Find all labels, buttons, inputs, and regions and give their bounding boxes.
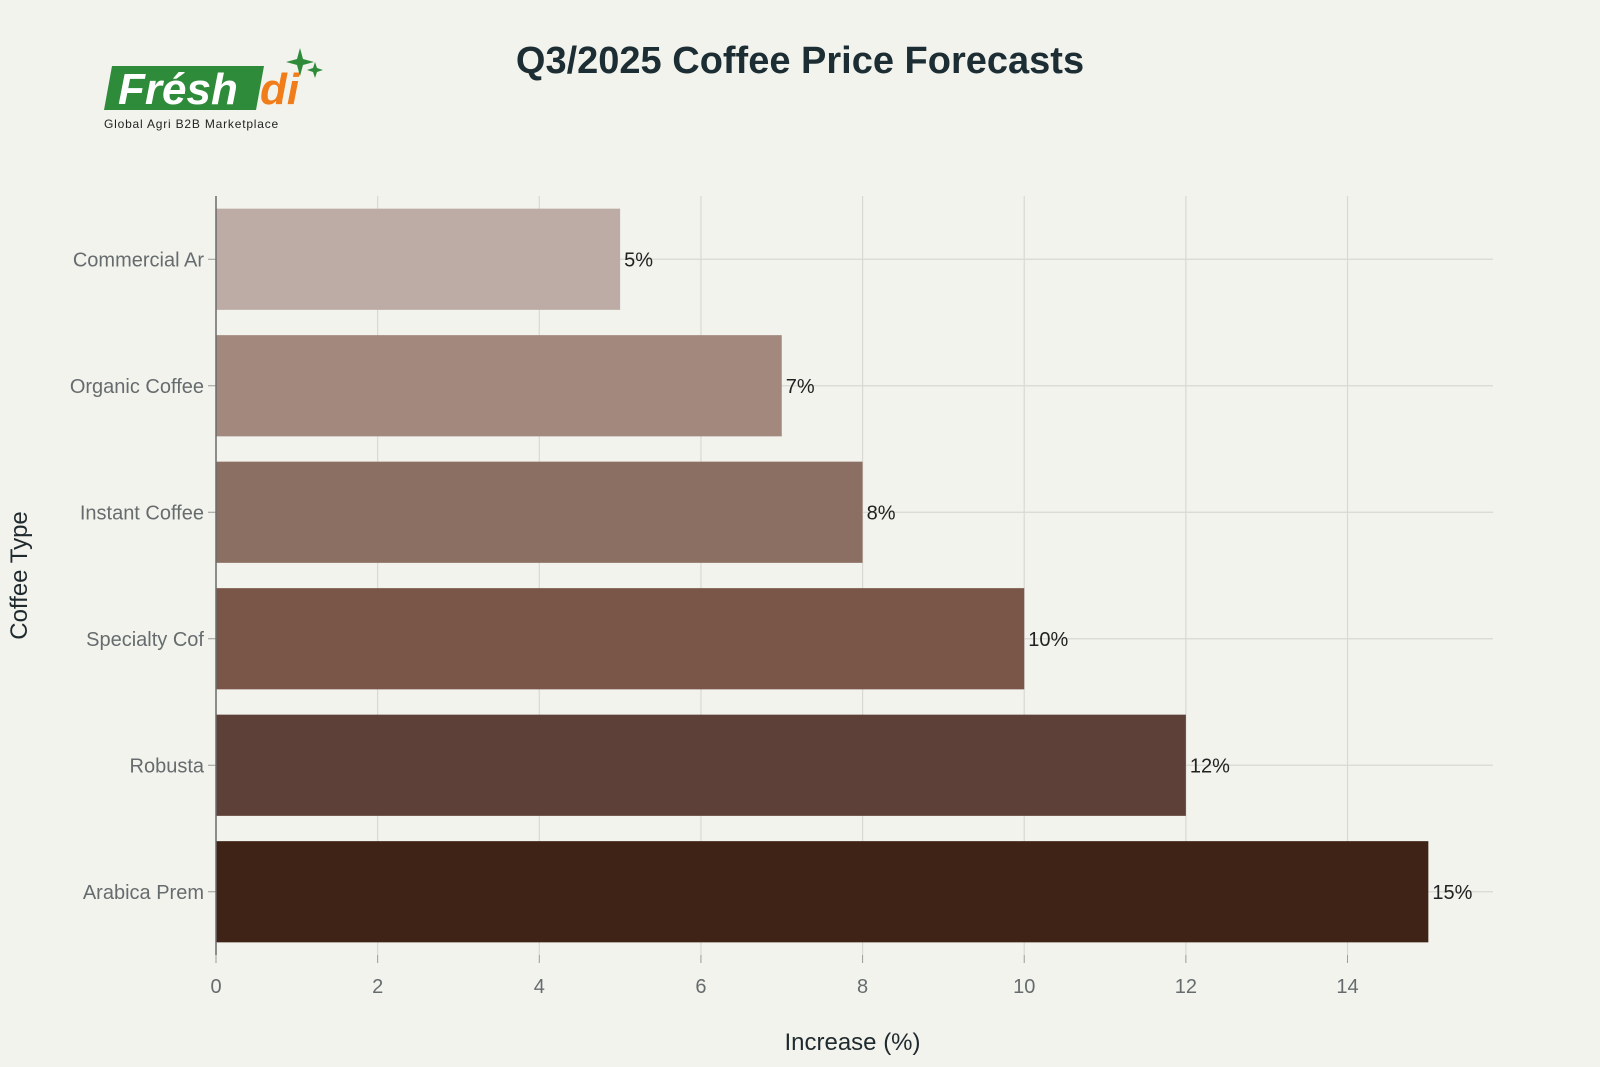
y-tick-label: Instant Coffee xyxy=(80,502,204,524)
y-tick-label: Commercial Ar xyxy=(73,249,204,271)
bar xyxy=(216,588,1025,690)
x-tick-label: 6 xyxy=(695,976,706,998)
logo-wordmark-di: di xyxy=(260,65,300,114)
sparkle-small-icon xyxy=(307,62,323,78)
logo-green-plate xyxy=(104,66,264,110)
y-tick-label: Organic Coffee xyxy=(70,376,204,398)
axes xyxy=(208,196,1349,963)
data-label: 8% xyxy=(867,502,896,524)
y-tick-label: Arabica Prem xyxy=(83,882,204,904)
bar xyxy=(216,714,1186,816)
x-axis-title: Increase (%) xyxy=(784,1029,920,1056)
x-tick-label: 4 xyxy=(534,976,545,998)
x-tick-label: 12 xyxy=(1175,976,1197,998)
data-label: 15% xyxy=(1432,882,1472,904)
logo-tagline: Global Agri B2B Marketplace xyxy=(104,117,279,131)
data-label: 7% xyxy=(786,376,815,398)
data-label: 10% xyxy=(1028,629,1068,651)
x-tick-label: 10 xyxy=(1013,976,1035,998)
y-tick-label: Specialty Cof xyxy=(86,629,204,651)
sparkle-icon xyxy=(286,48,314,76)
labels: 0 2 4 6 8 10 12 14 Commercial Ar 5% Organic Coffee… xyxy=(70,249,1473,998)
x-tick-label: 2 xyxy=(372,976,383,998)
bar xyxy=(216,335,782,437)
bar xyxy=(216,461,863,563)
x-tick-label: 8 xyxy=(857,976,868,998)
freshdi-logo: Frésh di Global Agri B2B Marketplace xyxy=(104,44,344,140)
bar xyxy=(216,841,1429,943)
y-tick-label: Robusta xyxy=(130,755,205,777)
logo-wordmark-fresh: Frésh xyxy=(118,65,238,114)
data-label: 12% xyxy=(1190,755,1230,777)
y-axis-title: Coffee Type xyxy=(6,511,33,640)
data-label: 5% xyxy=(624,249,653,271)
chart-title: Q3/2025 Coffee Price Forecasts xyxy=(515,40,1085,82)
bars xyxy=(216,208,1429,943)
bar xyxy=(216,208,621,310)
x-tick-label: 0 xyxy=(210,976,221,998)
x-tick-label: 14 xyxy=(1336,976,1358,998)
